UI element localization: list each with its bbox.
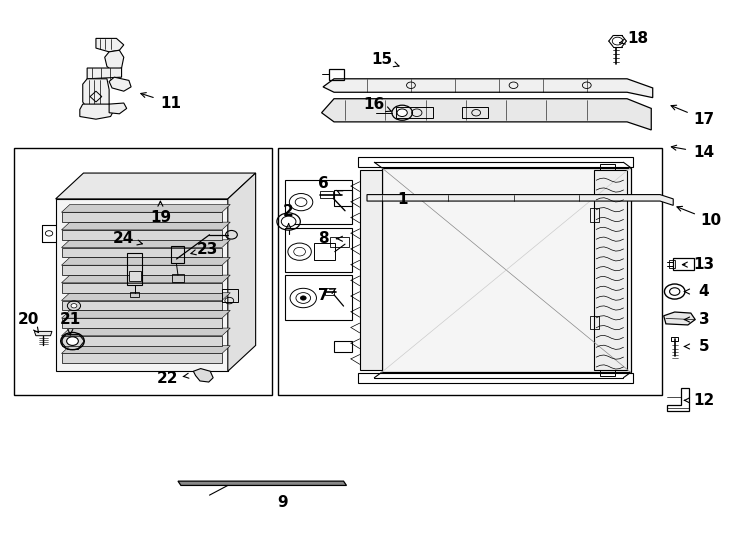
Bar xyxy=(314,243,335,260)
Text: 11: 11 xyxy=(160,96,181,111)
Bar xyxy=(396,107,433,118)
Text: 9: 9 xyxy=(277,495,288,510)
Bar xyxy=(329,69,344,80)
Bar xyxy=(131,292,139,297)
Polygon shape xyxy=(62,205,230,212)
Circle shape xyxy=(67,337,79,346)
Text: 18: 18 xyxy=(628,31,649,46)
Polygon shape xyxy=(62,310,230,318)
Circle shape xyxy=(295,198,307,206)
Bar xyxy=(590,316,599,329)
Polygon shape xyxy=(56,199,228,372)
Polygon shape xyxy=(87,68,122,79)
Circle shape xyxy=(71,303,77,308)
Bar xyxy=(285,228,352,272)
Bar xyxy=(358,157,633,166)
Text: 4: 4 xyxy=(699,284,709,299)
Bar xyxy=(222,289,238,302)
Polygon shape xyxy=(109,77,131,91)
Polygon shape xyxy=(62,346,230,354)
Bar xyxy=(358,374,633,383)
Polygon shape xyxy=(62,265,222,275)
Circle shape xyxy=(612,37,623,45)
Bar xyxy=(325,288,334,295)
Text: 19: 19 xyxy=(150,210,171,225)
Text: 1: 1 xyxy=(397,192,407,207)
Polygon shape xyxy=(62,212,222,222)
Text: 5: 5 xyxy=(699,339,709,354)
Bar xyxy=(285,275,352,320)
Circle shape xyxy=(669,288,680,295)
Bar xyxy=(462,107,488,118)
Bar xyxy=(669,260,675,268)
Bar xyxy=(590,208,599,221)
Circle shape xyxy=(397,109,407,117)
Polygon shape xyxy=(382,167,631,373)
Text: 16: 16 xyxy=(364,97,385,112)
Polygon shape xyxy=(96,38,124,52)
Polygon shape xyxy=(323,79,653,98)
Circle shape xyxy=(296,293,310,303)
Text: 6: 6 xyxy=(318,177,328,191)
Polygon shape xyxy=(62,293,230,300)
Bar xyxy=(171,246,184,264)
Polygon shape xyxy=(83,79,109,109)
Circle shape xyxy=(294,247,305,256)
Polygon shape xyxy=(62,328,230,336)
Polygon shape xyxy=(367,194,673,205)
Polygon shape xyxy=(62,247,222,257)
Polygon shape xyxy=(664,312,695,325)
Bar xyxy=(129,271,141,281)
Polygon shape xyxy=(62,354,222,363)
Text: 8: 8 xyxy=(318,231,328,246)
Polygon shape xyxy=(193,369,213,382)
Polygon shape xyxy=(178,481,346,485)
Text: 13: 13 xyxy=(694,257,715,272)
Polygon shape xyxy=(62,318,222,328)
Polygon shape xyxy=(321,99,651,130)
Text: 17: 17 xyxy=(694,112,715,127)
Bar xyxy=(673,258,694,270)
Text: 22: 22 xyxy=(157,372,178,386)
Circle shape xyxy=(300,296,306,300)
Text: 10: 10 xyxy=(701,213,722,228)
Text: 7: 7 xyxy=(318,288,328,303)
Text: 3: 3 xyxy=(699,312,709,327)
Text: 23: 23 xyxy=(197,242,218,257)
Polygon shape xyxy=(34,332,52,336)
Circle shape xyxy=(281,216,296,227)
Bar xyxy=(277,148,662,395)
Polygon shape xyxy=(62,275,230,283)
Bar xyxy=(320,191,333,198)
Polygon shape xyxy=(62,222,230,230)
Bar xyxy=(330,237,349,247)
Text: 24: 24 xyxy=(113,231,134,246)
Bar xyxy=(285,180,352,224)
Bar xyxy=(172,274,184,282)
Polygon shape xyxy=(80,104,115,119)
Polygon shape xyxy=(62,240,230,247)
Bar xyxy=(14,148,272,395)
Polygon shape xyxy=(62,230,222,240)
Bar xyxy=(128,253,142,285)
Polygon shape xyxy=(62,283,222,293)
Polygon shape xyxy=(62,258,230,265)
Bar xyxy=(600,370,614,376)
Bar xyxy=(600,164,614,170)
Polygon shape xyxy=(62,336,222,346)
Text: 2: 2 xyxy=(283,204,294,219)
Text: 20: 20 xyxy=(18,312,39,327)
Bar xyxy=(671,337,678,341)
Text: 21: 21 xyxy=(59,312,81,327)
Text: 12: 12 xyxy=(694,393,715,408)
Text: 14: 14 xyxy=(694,145,715,160)
Polygon shape xyxy=(228,173,255,372)
Bar xyxy=(360,170,382,370)
Polygon shape xyxy=(109,103,127,114)
Polygon shape xyxy=(62,300,222,310)
Polygon shape xyxy=(105,50,124,71)
Text: 15: 15 xyxy=(371,52,392,68)
Bar xyxy=(594,170,627,370)
Polygon shape xyxy=(56,173,255,199)
